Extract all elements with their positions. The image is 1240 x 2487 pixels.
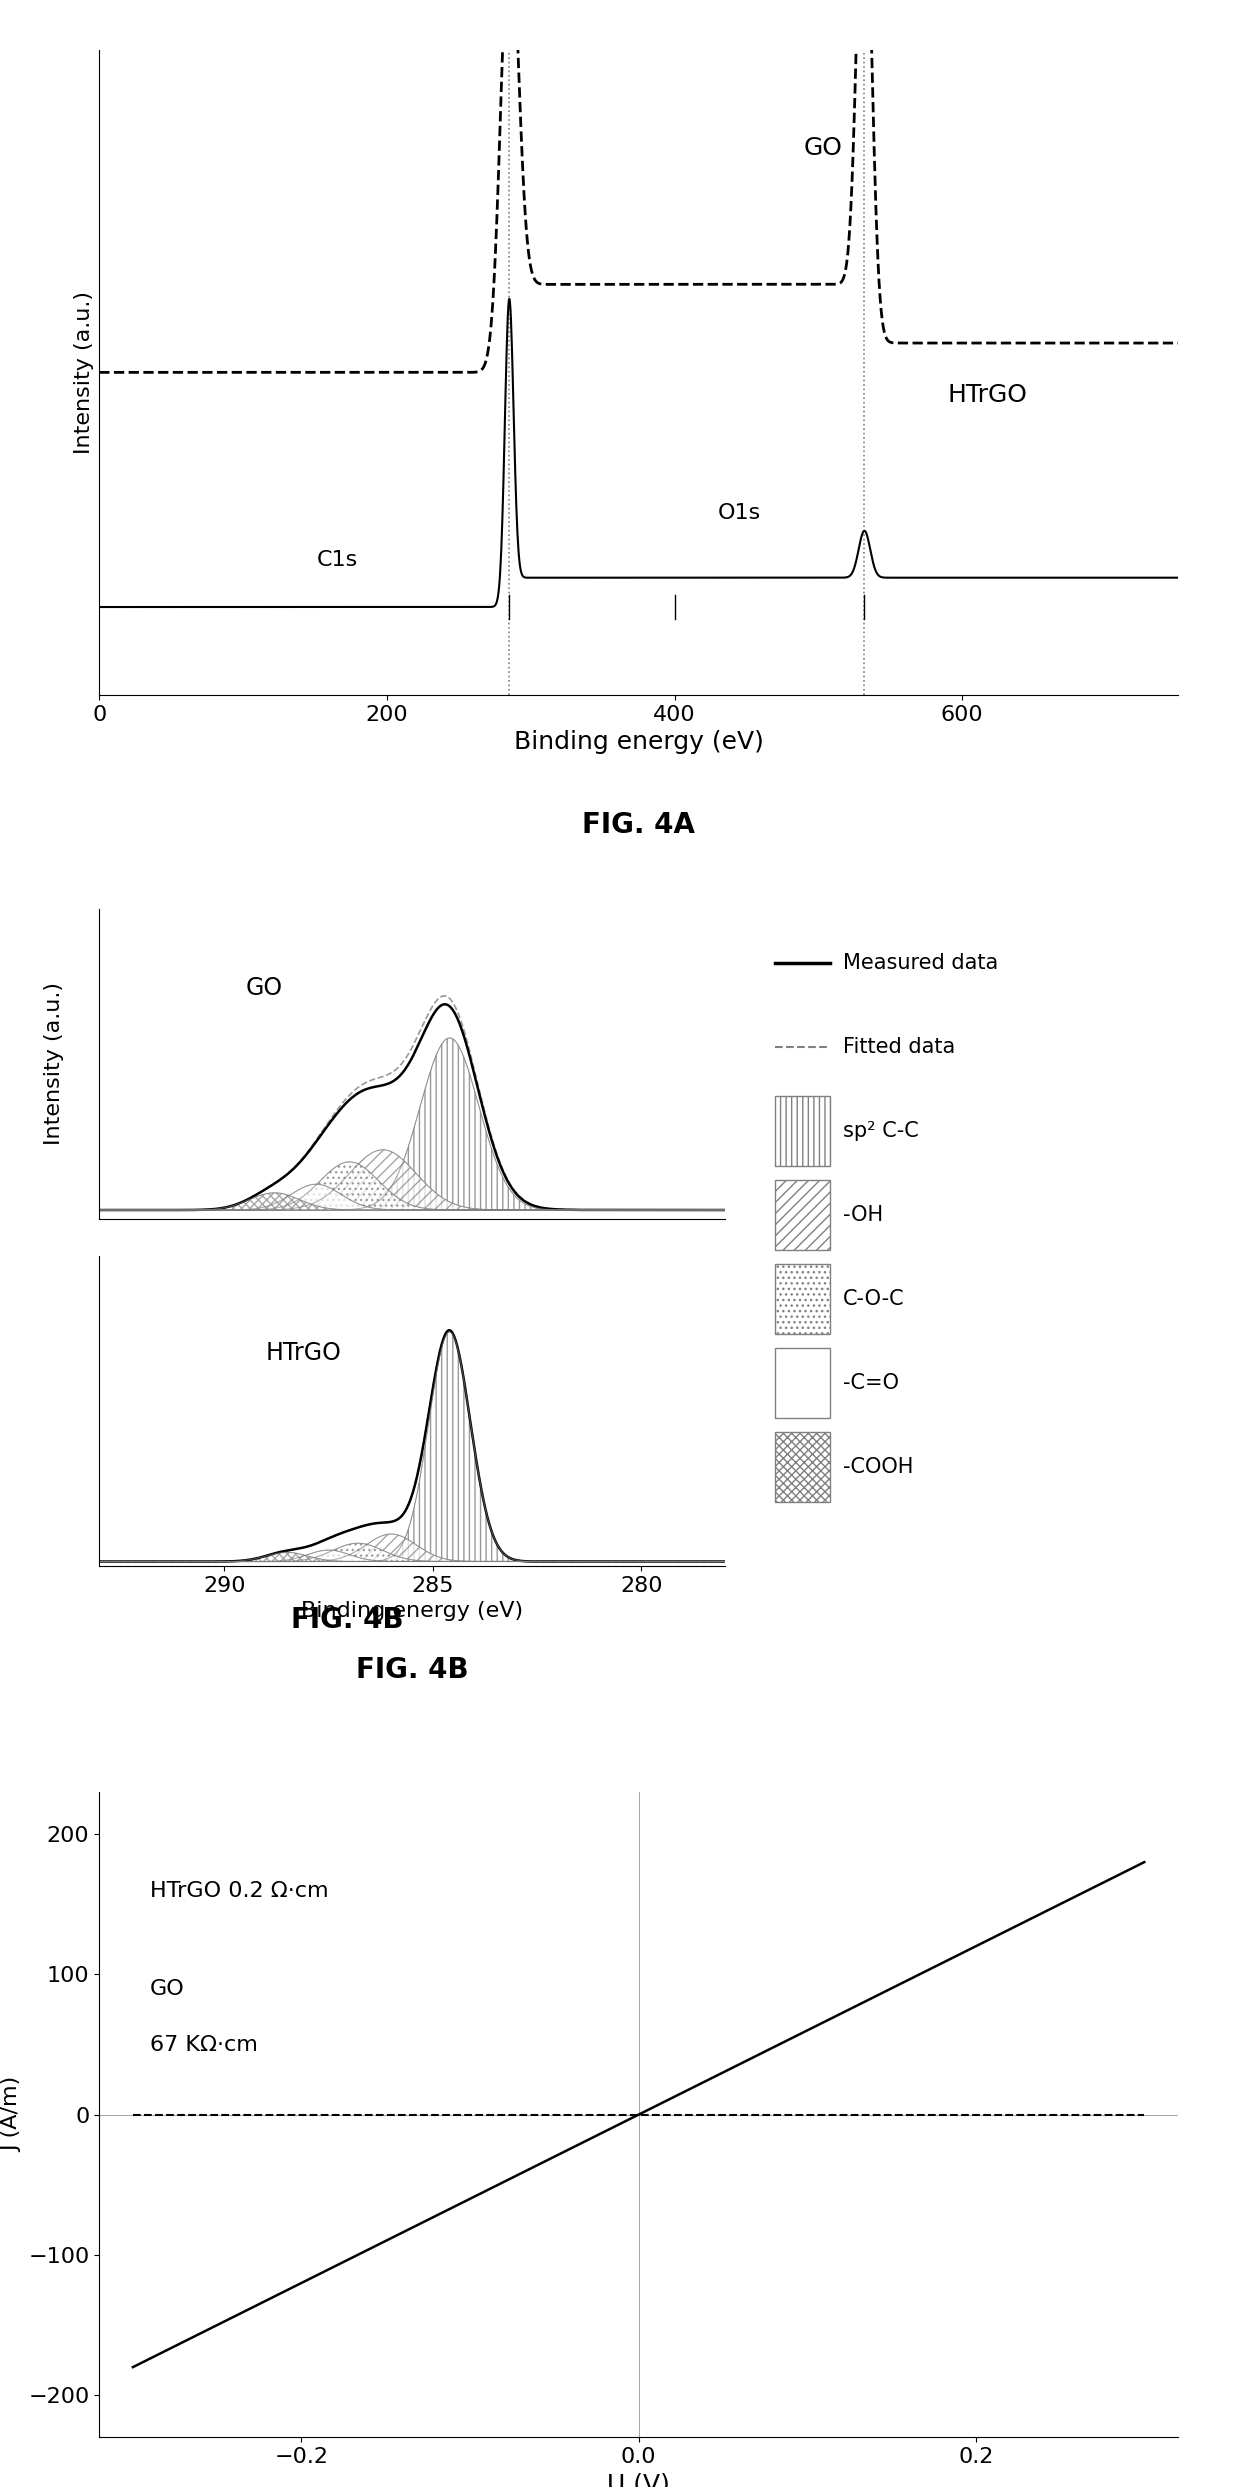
Text: -C=O: -C=O (843, 1373, 899, 1393)
Text: FIG. 4B: FIG. 4B (291, 1607, 403, 1634)
X-axis label: Binding energy (eV): Binding energy (eV) (301, 1602, 523, 1622)
Text: GO: GO (246, 975, 283, 1000)
Text: HTrGO 0.2 Ω·cm: HTrGO 0.2 Ω·cm (150, 1880, 329, 1900)
Text: 67 KΩ·cm: 67 KΩ·cm (150, 2034, 258, 2054)
Y-axis label: Intensity (a.u.): Intensity (a.u.) (73, 291, 94, 455)
X-axis label: Binding energy (eV): Binding energy (eV) (513, 731, 764, 754)
Text: Fitted data: Fitted data (843, 1037, 955, 1057)
Text: GO: GO (804, 137, 843, 159)
Text: sp² C-C: sp² C-C (843, 1122, 919, 1142)
Text: C-O-C: C-O-C (843, 1288, 904, 1308)
Y-axis label: J (A/m): J (A/m) (2, 2077, 22, 2151)
Text: -COOH: -COOH (843, 1457, 913, 1477)
Text: FIG. 4B: FIG. 4B (356, 1656, 469, 1684)
Text: O1s: O1s (718, 502, 761, 522)
Text: -OH: -OH (843, 1206, 883, 1226)
Y-axis label: Intensity (a.u.): Intensity (a.u.) (45, 982, 64, 1147)
Text: Measured data: Measured data (843, 953, 998, 972)
Text: C1s: C1s (317, 550, 358, 570)
Text: GO: GO (150, 1980, 185, 2000)
Text: HTrGO: HTrGO (267, 1340, 342, 1365)
Text: FIG. 4A: FIG. 4A (582, 811, 696, 838)
X-axis label: U (V): U (V) (608, 2472, 670, 2487)
Text: HTrGO: HTrGO (947, 383, 1028, 408)
